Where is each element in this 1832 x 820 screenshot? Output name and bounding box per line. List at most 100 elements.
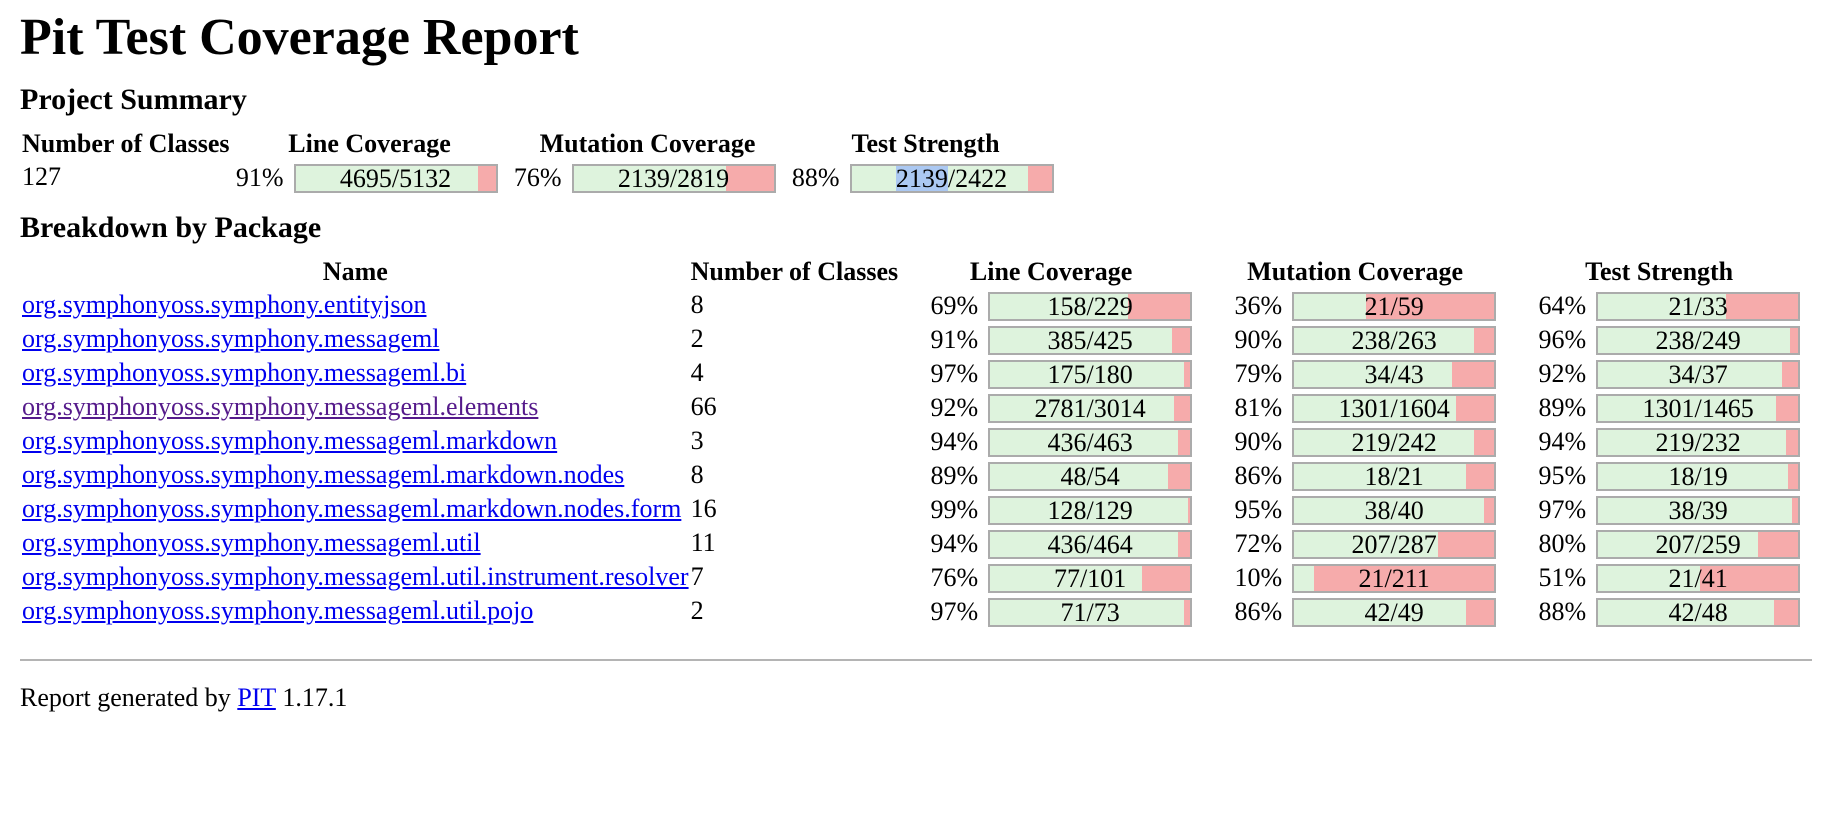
mutation-coverage-legend: 219/242 bbox=[1351, 427, 1437, 457]
report-footer: Report generated by PIT 1.17.1 bbox=[20, 683, 1812, 713]
class-count: 2 bbox=[690, 596, 704, 626]
line-coverage-percentage: 91% bbox=[930, 325, 979, 355]
table-row: org.symphonyoss.symphony.messageml.util.… bbox=[22, 595, 1810, 627]
table-row: org.symphonyoss.symphony.messageml.markd… bbox=[22, 459, 1810, 491]
column-header-test-strength: Test Strength bbox=[1585, 257, 1734, 287]
package-link[interactable]: org.symphonyoss.symphony.messageml.markd… bbox=[22, 460, 625, 490]
package-link[interactable]: org.symphonyoss.symphony.messageml.util bbox=[22, 528, 481, 558]
mutation-coverage-legend: 207/287 bbox=[1351, 529, 1437, 559]
mutation-coverage-bar: 42/49 bbox=[1292, 597, 1497, 627]
package-link[interactable]: org.symphonyoss.symphony.entityjson bbox=[22, 290, 427, 320]
column-header-test-strength: Test Strength bbox=[851, 129, 1000, 158]
test-strength-bar: 219/232 bbox=[1596, 427, 1801, 457]
test-strength-legend: 38/39 bbox=[1668, 495, 1728, 525]
line-coverage-legend: 2781/3014 bbox=[1034, 393, 1146, 423]
project-summary-table: Number of Classes Line Coverage Mutation… bbox=[20, 127, 1066, 195]
mutation-coverage-bar-fill bbox=[1294, 327, 1475, 353]
mutation-coverage-bar: 21/59 bbox=[1292, 291, 1497, 321]
mutation-coverage-bar-fill bbox=[1294, 531, 1439, 557]
package-link[interactable]: org.symphonyoss.symphony.messageml.util.… bbox=[22, 562, 689, 592]
test-strength-bar-fill bbox=[1598, 293, 1727, 319]
line-coverage-bar-fill bbox=[990, 599, 1185, 625]
test-strength-percentage: 94% bbox=[1538, 427, 1587, 457]
test-strength-bar: 238/249 bbox=[1596, 325, 1801, 355]
line-coverage-legend: 77/101 bbox=[1053, 563, 1127, 593]
line-coverage-legend: 158/229 bbox=[1047, 291, 1133, 321]
mutation-coverage-percentage: 10% bbox=[1234, 563, 1283, 593]
test-strength-legend: 21/41 bbox=[1668, 563, 1728, 593]
mutation-coverage-bar-fill bbox=[1294, 429, 1475, 455]
test-strength-bar: 1301/1465 bbox=[1596, 393, 1801, 423]
line-coverage-percentage: 89% bbox=[930, 461, 979, 491]
table-row: org.symphonyoss.symphony.messageml.bi 4 … bbox=[22, 357, 1810, 389]
mutation-coverage-legend: 42/49 bbox=[1364, 597, 1424, 627]
test-strength-percentage: 51% bbox=[1538, 563, 1587, 593]
package-link[interactable]: org.symphonyoss.symphony.messageml.markd… bbox=[22, 494, 682, 524]
mutation-coverage-legend: 21/211 bbox=[1358, 563, 1430, 593]
summary-data-row: 127 91% 4695/5132 76% 2139/2819 88% 2139/24… bbox=[22, 161, 1064, 193]
mutation-coverage-bar: 21/211 bbox=[1292, 563, 1497, 593]
mutation-coverage-bar-fill bbox=[1294, 361, 1453, 387]
test-strength-bar-fill bbox=[1598, 463, 1789, 489]
mutation-coverage-legend: 238/263 bbox=[1351, 325, 1437, 355]
line-coverage-bar-fill bbox=[990, 429, 1179, 455]
class-count: 11 bbox=[690, 528, 716, 558]
mutation-coverage-bar-fill bbox=[1294, 463, 1467, 489]
test-strength-bar: 42/48 bbox=[1596, 597, 1801, 627]
mutation-coverage-percentage: 86% bbox=[1234, 461, 1283, 491]
column-header-mutation-coverage: Mutation Coverage bbox=[539, 129, 756, 158]
package-link[interactable]: org.symphonyoss.symphony.messageml.eleme… bbox=[22, 392, 539, 422]
line-coverage-legend: 128/129 bbox=[1047, 495, 1133, 525]
mutation-coverage-legend: 2139/2819 bbox=[617, 163, 730, 193]
mutation-coverage-bar: 1301/1604 bbox=[1292, 393, 1497, 423]
mutation-coverage-percentage: 79% bbox=[1234, 359, 1283, 389]
test-strength-legend: 238/249 bbox=[1655, 325, 1741, 355]
line-coverage-bar: 436/463 bbox=[988, 427, 1193, 457]
footer-divider bbox=[20, 659, 1812, 662]
line-coverage-bar-fill bbox=[990, 463, 1169, 489]
line-coverage-bar: 2781/3014 bbox=[988, 393, 1193, 423]
column-header-number-of-classes: Number of Classes bbox=[690, 257, 899, 287]
class-count: 8 bbox=[690, 460, 704, 490]
mutation-coverage-legend: 1301/1604 bbox=[1338, 393, 1450, 423]
line-coverage-percentage: 69% bbox=[930, 291, 979, 321]
mutation-coverage-bar-fill bbox=[1294, 565, 1315, 591]
test-strength-legend: 34/37 bbox=[1668, 359, 1728, 389]
test-strength-bar: 38/39 bbox=[1596, 495, 1801, 525]
mutation-coverage-legend: 21/59 bbox=[1364, 291, 1424, 321]
line-coverage-legend: 4695/5132 bbox=[339, 163, 452, 193]
line-coverage-legend: 436/463 bbox=[1047, 427, 1133, 457]
mutation-coverage-legend: 38/40 bbox=[1364, 495, 1424, 525]
line-coverage-legend: 71/73 bbox=[1060, 597, 1120, 627]
footer-prefix: Report generated by bbox=[20, 683, 238, 713]
test-strength-legend: 207/259 bbox=[1655, 529, 1741, 559]
test-strength-percentage: 64% bbox=[1538, 291, 1587, 321]
package-link[interactable]: org.symphonyoss.symphony.messageml.markd… bbox=[22, 426, 558, 456]
test-strength-legend: 18/19 bbox=[1668, 461, 1728, 491]
line-coverage-percentage: 91% bbox=[235, 163, 284, 193]
class-count: 16 bbox=[690, 494, 717, 524]
line-coverage-bar: 48/54 bbox=[988, 461, 1193, 491]
mutation-coverage-bar-fill bbox=[1294, 293, 1367, 319]
line-coverage-bar: 385/425 bbox=[988, 325, 1193, 355]
mutation-coverage-percentage: 36% bbox=[1234, 291, 1283, 321]
package-link[interactable]: org.symphonyoss.symphony.messageml bbox=[22, 324, 440, 354]
line-coverage-bar: 158/229 bbox=[988, 291, 1193, 321]
pit-link[interactable]: PIT bbox=[237, 683, 276, 713]
table-row: org.symphonyoss.symphony.messageml.util.… bbox=[22, 561, 1810, 593]
package-link[interactable]: org.symphonyoss.symphony.messageml.bi bbox=[22, 358, 467, 388]
package-link[interactable]: org.symphonyoss.symphony.messageml.util.… bbox=[22, 596, 534, 626]
mutation-coverage-percentage: 76% bbox=[513, 163, 562, 193]
column-header-number-of-classes: Number of Classes bbox=[22, 129, 230, 158]
class-count: 3 bbox=[690, 426, 704, 456]
line-coverage-bar-fill bbox=[295, 165, 478, 191]
total-class-count: 127 bbox=[22, 162, 61, 192]
test-strength-bar-fill bbox=[1598, 599, 1775, 625]
column-header-mutation-coverage: Mutation Coverage bbox=[1247, 257, 1464, 287]
test-strength-bar: 21/33 bbox=[1596, 291, 1801, 321]
footer-version: 1.17.1 bbox=[275, 683, 348, 713]
table-row: org.symphonyoss.symphony.messageml.eleme… bbox=[22, 391, 1810, 423]
class-count: 2 bbox=[690, 324, 704, 354]
line-coverage-bar-fill bbox=[990, 327, 1173, 353]
mutation-coverage-bar-fill bbox=[1294, 497, 1485, 523]
